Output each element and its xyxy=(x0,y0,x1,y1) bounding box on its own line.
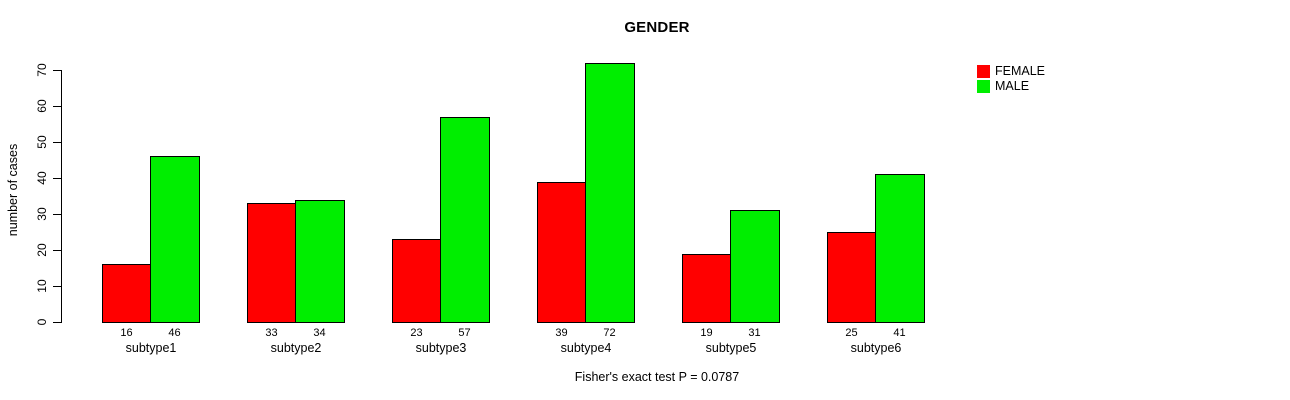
bar-value-label: 16 xyxy=(120,327,133,339)
bar-value-label: 33 xyxy=(265,327,278,339)
x-category-label: subtype5 xyxy=(705,341,757,355)
y-axis-tick-label: 10 xyxy=(35,279,49,293)
legend-item-female: FEMALE xyxy=(977,65,1045,78)
bar-male-subtype2 xyxy=(295,200,345,323)
female-color-swatch xyxy=(977,65,990,78)
bar-male-subtype4 xyxy=(585,63,635,323)
male-color-swatch xyxy=(977,80,990,93)
bar-male-subtype6 xyxy=(875,174,925,323)
bar-value-label: 34 xyxy=(313,327,326,339)
y-axis-tick xyxy=(53,69,61,71)
bar-value-label: 23 xyxy=(410,327,423,339)
x-category-label: subtype3 xyxy=(415,341,467,355)
y-axis-tick-label: 20 xyxy=(35,243,49,257)
bar-female-subtype4 xyxy=(537,182,587,323)
x-category-label: subtype1 xyxy=(125,341,177,355)
y-axis-tick-label: 50 xyxy=(35,135,49,149)
bar-female-subtype2 xyxy=(247,203,297,323)
bar-female-subtype5 xyxy=(682,254,732,323)
bar-value-label: 46 xyxy=(168,327,181,339)
bar-value-label: 72 xyxy=(603,327,616,339)
y-axis-tick-label: 60 xyxy=(35,99,49,113)
bar-value-label: 19 xyxy=(700,327,713,339)
bar-value-label: 39 xyxy=(555,327,568,339)
bar-female-subtype1 xyxy=(102,264,152,323)
legend-item-male: MALE xyxy=(977,80,1045,93)
bar-female-subtype6 xyxy=(827,232,877,323)
statistical-test-caption: Fisher's exact test P = 0.0787 xyxy=(574,370,740,384)
bar-male-subtype5 xyxy=(730,210,780,323)
y-axis-tick xyxy=(53,321,61,323)
y-axis-line xyxy=(61,70,62,323)
bar-value-label: 57 xyxy=(458,327,471,339)
bar-value-label: 31 xyxy=(748,327,761,339)
y-axis-tick-label: 0 xyxy=(35,318,49,326)
chart-title: GENDER xyxy=(624,19,690,36)
legend-label-female: FEMALE xyxy=(995,64,1046,78)
chart-legend: FEMALE MALE xyxy=(977,65,1045,93)
bar-value-label: 25 xyxy=(845,327,858,339)
x-category-label: subtype6 xyxy=(850,341,902,355)
y-axis-tick xyxy=(53,177,61,179)
y-axis-tick-label: 40 xyxy=(35,171,49,185)
y-axis-tick xyxy=(53,141,61,143)
y-axis-tick-label: 30 xyxy=(35,207,49,221)
y-axis-tick xyxy=(53,105,61,107)
bar-male-subtype3 xyxy=(440,117,490,323)
legend-label-male: MALE xyxy=(995,79,1030,93)
bar-female-subtype3 xyxy=(392,239,442,323)
y-axis-tick xyxy=(53,213,61,215)
y-axis-tick xyxy=(53,285,61,287)
x-category-label: subtype4 xyxy=(560,341,612,355)
bar-male-subtype1 xyxy=(150,156,200,323)
y-axis-tick-label: 70 xyxy=(35,63,49,77)
x-category-label: subtype2 xyxy=(270,341,322,355)
bar-value-label: 41 xyxy=(893,327,906,339)
y-axis-tick xyxy=(53,249,61,251)
